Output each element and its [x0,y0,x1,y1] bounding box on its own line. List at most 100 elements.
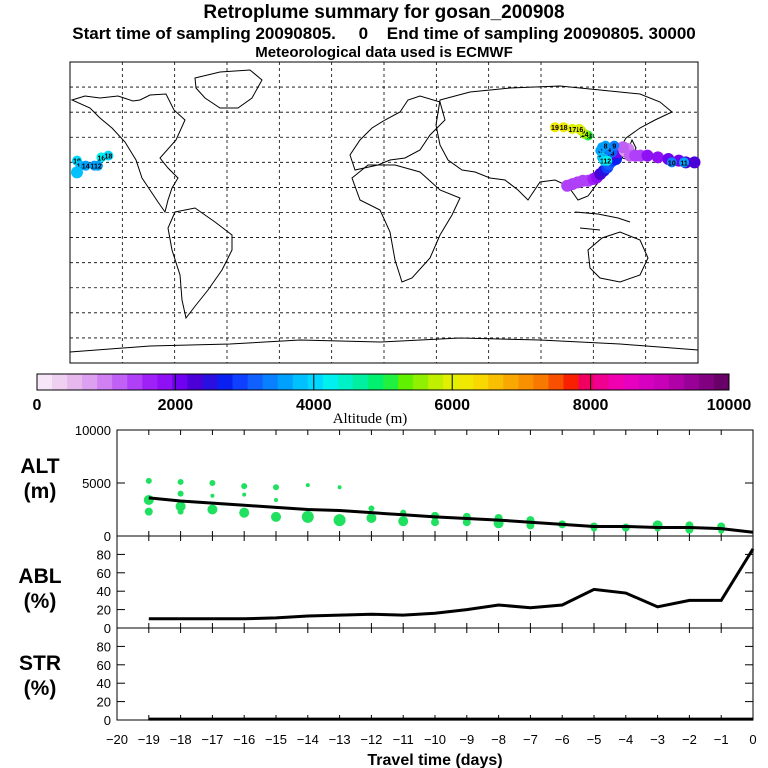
abl-ytick-label: 80 [97,547,111,562]
x-tick-label: −14 [297,732,319,747]
plume-point-label: 19 [551,125,559,132]
plume-point [92,160,103,171]
str-ytick-label: 80 [97,639,111,654]
coastline-south-america [167,207,233,320]
colorbar-swatch [398,374,414,390]
colorbar-swatch [367,374,384,390]
alt-label: ALT [20,455,59,478]
plume-point [616,141,629,154]
x-axis-label: Travel time (days) [367,752,502,768]
colorbar-swatch [337,374,354,390]
alt-cluster-dot [144,507,153,516]
colorbar-swatch [698,374,715,390]
x-tick-label: −4 [618,732,633,747]
colorbar: 0 2000 4000 6000 8000 10000 Altitude (m) [33,373,751,427]
x-tick-label: −13 [329,732,351,747]
str-ytick-label: 20 [97,695,111,710]
colorbar-swatches [37,374,730,390]
abl-ytick-label: 20 [97,603,111,618]
alt-cluster-dot [398,516,409,527]
colorbar-ticks: 0 2000 4000 6000 8000 10000 [33,374,751,414]
alt-cluster-dot [431,518,439,527]
x-tick-label: −16 [233,732,255,747]
alt-cluster-dot [143,494,154,505]
colorbar-swatch [533,374,549,390]
abl-ytick-label: 40 [97,584,111,599]
alt-cluster-dot [145,477,152,484]
plume-point [609,140,620,151]
alt-cluster-dot [175,501,186,512]
x-tick-label: −11 [393,732,414,747]
colorbar-swatch [217,374,234,390]
plume-point-label: 18 [560,125,568,132]
x-tick-label: −8 [491,732,506,747]
abl-label: ABL [18,565,61,588]
x-tick-label: −6 [555,732,570,747]
alt-cluster-dot [368,505,375,512]
colorbar-swatch [623,374,640,390]
coastline-north-america [70,93,186,214]
colorbar-swatch [187,374,203,390]
plume-point-label: 14 [581,132,589,139]
alt-ytick-label: 0 [104,529,111,544]
plume-point-label: 9 [612,144,616,151]
x-tick-label: −12 [360,732,382,747]
x-tick-label: −2 [682,732,697,747]
plume-point [80,160,91,171]
colorbar-swatch [473,374,489,390]
plume-point-label: 4 [607,147,611,154]
time-series-panels: ALT (m) ABL (%) STR (%) 10000 5000 0 80 60 40… [18,423,756,768]
abl-unit: (%) [24,590,57,613]
str-label: STR [19,652,61,675]
alt-cluster-dot [274,497,278,502]
colorbar-swatch [653,374,670,390]
alt-unit: (m) [24,480,57,503]
alt-cluster-dot [271,511,281,522]
alt-cluster-dot [177,508,184,515]
colorbar-swatch [307,374,324,390]
coastline-europe [349,95,446,171]
str-unit: (%) [24,677,57,700]
plume-point-label: 14 [82,164,90,171]
plume-point [567,123,578,134]
plume-point [641,149,654,162]
str-ytick-label: 60 [97,658,111,673]
x-tick-label: −9 [459,732,474,747]
world-map: 1234567891011121314151617181916181915141… [69,61,701,364]
x-tick-label: 0 [749,732,756,747]
colorbar-swatch [503,374,519,390]
abl-ytick-label: 0 [104,621,111,636]
plume-point [574,123,585,134]
alt-cluster-dot [242,492,247,497]
x-tick-label: −17 [201,732,223,747]
plume-point-label: 12 [603,159,611,166]
coastline-asia [435,85,673,201]
colorbar-swatch [277,374,294,390]
colorbar-swatch [488,374,504,390]
alt-cluster-dot [337,485,342,490]
x-tick-label: −10 [424,732,446,747]
coastline-indonesia [574,211,631,231]
end-time-label: End time of sampling 20090805. 30000 [386,24,696,43]
colorbar-swatch [593,374,610,390]
colorbar-swatch [428,374,444,390]
colorbar-swatch [383,374,399,390]
colorbar-swatch [82,374,98,390]
colorbar-tick-label: 6000 [434,397,470,414]
plume-point [666,157,677,168]
colorbar-swatch [458,374,474,390]
alt-cluster-dot [177,478,184,485]
met-data-label: Meteorological data used is ECMWF [255,44,513,61]
alt-cluster-dot [209,480,216,486]
alt-ytick-label: 5000 [82,476,111,491]
colorbar-swatch [247,374,264,390]
coastline-australia [587,231,649,283]
plume-point [558,122,569,133]
x-tick-label: −7 [523,732,538,747]
coastlines [69,69,699,353]
plume-point-label: 17 [569,127,577,134]
sampling-times: Start time of sampling 20090805. 0 End t… [0,24,768,44]
plume-point-label: 6 [598,149,602,156]
x-tick-label: −1 [714,732,729,747]
alt-ytick-label: 10000 [75,423,111,438]
